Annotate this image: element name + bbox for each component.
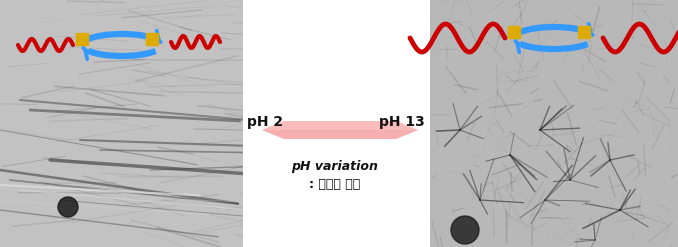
Bar <box>430 0 678 247</box>
Bar <box>76 33 88 45</box>
Polygon shape <box>262 121 418 130</box>
Bar <box>243 0 430 247</box>
Bar <box>508 26 520 38</box>
Circle shape <box>451 216 479 244</box>
Bar <box>578 26 590 38</box>
Text: pH variation: pH variation <box>292 160 378 173</box>
Text: : 구조적 변화: : 구조적 변화 <box>309 178 361 191</box>
Circle shape <box>58 197 78 217</box>
Bar <box>0 0 243 247</box>
Text: pH 13: pH 13 <box>379 115 425 129</box>
Polygon shape <box>262 121 418 139</box>
Bar <box>146 33 158 45</box>
Text: pH 2: pH 2 <box>247 115 283 129</box>
